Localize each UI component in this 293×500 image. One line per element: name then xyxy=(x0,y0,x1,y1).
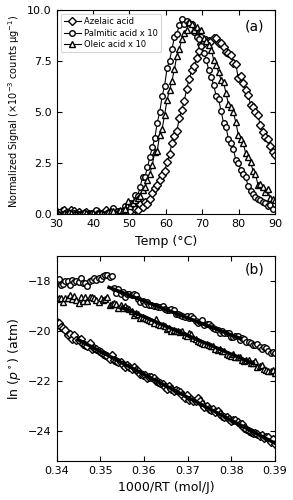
Azelaic acid xyxy=(55,209,58,215)
Oleic acid x 10 xyxy=(212,57,215,63)
Palmitic acid x 10 xyxy=(212,82,215,88)
Palmitic acid x 10 xyxy=(60,212,63,218)
Azelaic acid xyxy=(268,142,272,148)
X-axis label: 1000/RT (mol/J): 1000/RT (mol/J) xyxy=(117,482,214,494)
Azelaic acid xyxy=(273,152,277,158)
Legend: Azelaic acid, Palmitic acid x 10, Oleic acid x 10: Azelaic acid, Palmitic acid x 10, Oleic … xyxy=(61,14,161,52)
Line: Azelaic acid: Azelaic acid xyxy=(54,35,278,217)
Oleic acid x 10 xyxy=(246,154,250,160)
Oleic acid x 10 xyxy=(188,18,191,24)
Palmitic acid x 10 xyxy=(268,202,272,207)
Y-axis label: Normalized Signal ($\times$10$^{-3}$ counts µg$^{-1}$): Normalized Signal ($\times$10$^{-3}$ cou… xyxy=(6,16,22,208)
Palmitic acid x 10 xyxy=(124,203,127,209)
Azelaic acid xyxy=(209,38,213,44)
Oleic acid x 10 xyxy=(57,212,61,218)
Line: Oleic acid x 10: Oleic acid x 10 xyxy=(54,18,278,217)
Oleic acid x 10 xyxy=(268,196,272,202)
Palmitic acid x 10 xyxy=(246,182,250,188)
Azelaic acid xyxy=(87,212,90,218)
Palmitic acid x 10 xyxy=(55,210,58,216)
Text: (a): (a) xyxy=(245,20,264,34)
X-axis label: Temp (°C): Temp (°C) xyxy=(135,235,197,248)
Azelaic acid xyxy=(124,210,127,216)
Azelaic acid xyxy=(212,35,215,41)
Y-axis label: ln ($p^\circ$) (atm): ln ($p^\circ$) (atm) xyxy=(6,318,23,400)
Oleic acid x 10 xyxy=(273,197,277,203)
Palmitic acid x 10 xyxy=(241,171,245,177)
Line: Palmitic acid x 10: Palmitic acid x 10 xyxy=(54,16,278,217)
Palmitic acid x 10 xyxy=(180,16,183,22)
Oleic acid x 10 xyxy=(241,140,245,145)
Oleic acid x 10 xyxy=(124,206,127,212)
Azelaic acid xyxy=(246,92,250,98)
Text: (b): (b) xyxy=(244,262,264,276)
Oleic acid x 10 xyxy=(55,210,58,216)
Azelaic acid xyxy=(241,80,245,86)
Palmitic acid x 10 xyxy=(273,201,277,207)
Azelaic acid xyxy=(84,210,88,216)
Palmitic acid x 10 xyxy=(87,212,90,218)
Oleic acid x 10 xyxy=(87,212,90,218)
